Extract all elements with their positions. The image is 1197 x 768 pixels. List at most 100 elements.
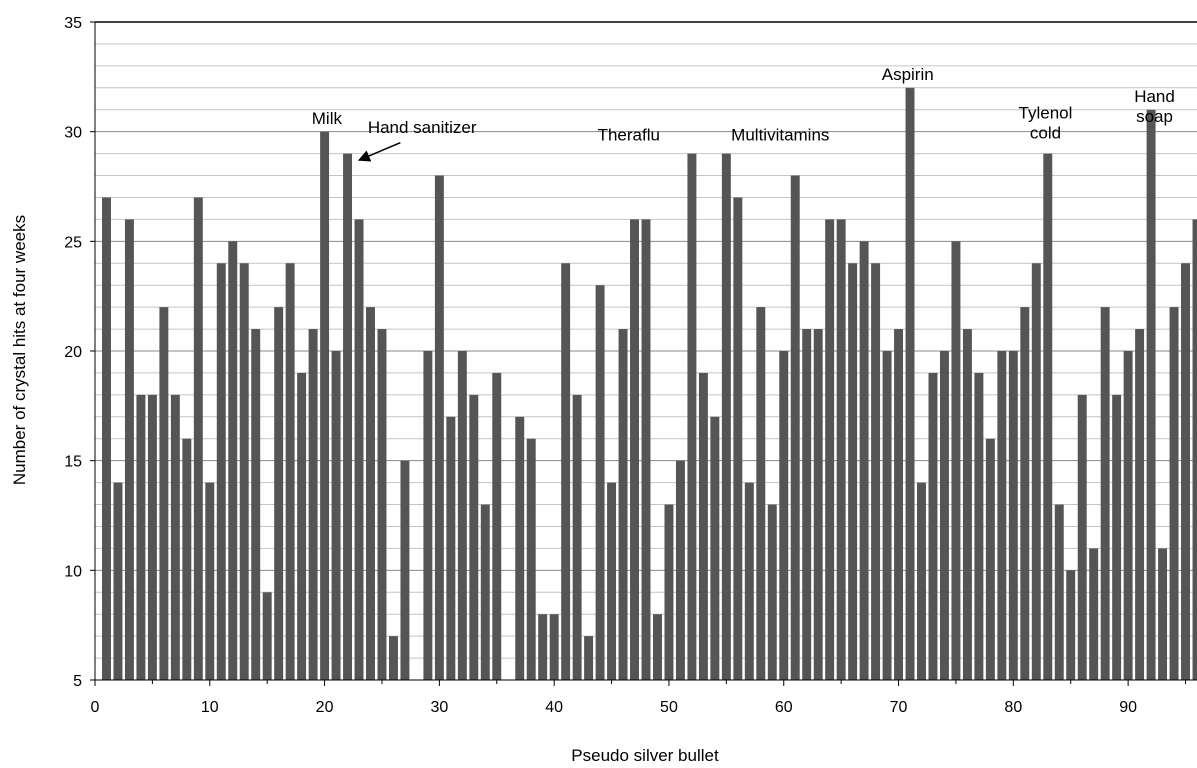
x-tick-label: 10 — [201, 699, 219, 716]
bar — [825, 219, 835, 680]
bar — [1077, 394, 1087, 680]
bar — [572, 394, 582, 680]
bar — [124, 219, 134, 680]
bar — [733, 197, 743, 680]
x-tick-label: 20 — [316, 699, 334, 716]
bar — [698, 372, 708, 680]
bar — [434, 175, 444, 681]
annotation-aspirin: Aspirin — [882, 65, 934, 84]
bar — [492, 372, 502, 680]
bar — [526, 438, 536, 680]
bar — [1100, 307, 1110, 680]
bar — [549, 614, 559, 680]
bar — [388, 636, 398, 680]
bar — [354, 219, 364, 680]
bar — [1031, 263, 1041, 680]
bar — [1089, 548, 1099, 680]
bar — [917, 482, 926, 680]
bar — [170, 394, 180, 680]
bar — [251, 329, 261, 680]
bar — [102, 197, 111, 680]
bar — [480, 504, 490, 680]
bar — [308, 329, 318, 680]
bar — [446, 416, 456, 680]
bar — [262, 592, 272, 680]
bar — [239, 263, 249, 680]
bar — [710, 416, 720, 680]
bar — [882, 351, 892, 680]
bar — [687, 153, 697, 681]
bar — [928, 372, 938, 680]
bar — [113, 482, 123, 680]
bar — [607, 482, 617, 680]
bar — [767, 504, 777, 680]
bar — [216, 263, 226, 680]
bar — [905, 87, 915, 681]
y-tick-label: 5 — [73, 673, 82, 690]
bar — [331, 351, 341, 680]
bar — [377, 329, 387, 680]
bar — [274, 307, 284, 680]
bar — [618, 329, 628, 680]
bar — [836, 219, 846, 680]
bar — [997, 351, 1007, 680]
bar — [285, 263, 295, 680]
annotation-theraflu: Theraflu — [598, 125, 660, 144]
y-tick-label: 25 — [64, 234, 82, 251]
bar — [871, 263, 881, 680]
bar — [641, 219, 651, 680]
bar — [457, 351, 467, 680]
x-axis-title: Pseudo silver bullet — [571, 746, 719, 765]
bar — [584, 636, 594, 680]
y-axis-title: Number of crystal hits at four weeks — [10, 215, 29, 485]
x-tick-label: 50 — [660, 699, 678, 716]
bar — [951, 241, 961, 681]
bar — [423, 351, 433, 680]
bar — [136, 394, 146, 680]
y-tick-label: 35 — [64, 15, 82, 32]
annotations: Milk Hand sanitizer Theraflu Multivitamins A… — [312, 65, 1175, 162]
annotation-milk: Milk — [312, 109, 343, 128]
annotation-tylenol-cold: Tylenol cold — [1019, 104, 1073, 143]
bar — [721, 153, 731, 681]
x-tick-label: 30 — [430, 699, 448, 716]
bar — [1169, 307, 1179, 680]
bar — [894, 329, 904, 680]
bar — [343, 153, 353, 681]
bar — [756, 307, 766, 680]
x-tick-label: 90 — [1119, 699, 1137, 716]
annotation-multivitamins: Multivitamins — [731, 125, 829, 144]
bar — [228, 241, 238, 681]
bar — [802, 329, 812, 680]
bar — [469, 394, 479, 680]
bar — [744, 482, 754, 680]
bar — [1043, 153, 1053, 681]
bar — [675, 460, 685, 680]
x-tick-label: 0 — [91, 699, 100, 716]
bar — [182, 438, 192, 680]
ticks: 5 10 15 20 25 30 35 0 10 20 30 40 50 60 70 80 90 — [64, 15, 1187, 716]
bar — [297, 372, 307, 680]
y-tick-label: 10 — [64, 563, 82, 580]
bar — [813, 329, 823, 680]
bar — [538, 614, 548, 680]
x-tick-label: 80 — [1004, 699, 1022, 716]
bar — [595, 285, 605, 680]
x-tick-label: 40 — [545, 699, 563, 716]
bar — [848, 263, 858, 680]
bar — [859, 241, 869, 681]
bar — [962, 329, 972, 680]
y-tick-label: 20 — [64, 344, 82, 361]
bar — [1123, 351, 1133, 680]
bar — [205, 482, 215, 680]
bar — [1054, 504, 1064, 680]
bar — [515, 416, 525, 680]
bar — [779, 351, 789, 680]
bar — [320, 131, 330, 680]
bar — [400, 460, 410, 680]
bar — [630, 219, 639, 680]
bar — [1020, 307, 1030, 680]
bar — [1158, 548, 1168, 680]
bar — [561, 263, 571, 680]
bar — [939, 351, 949, 680]
